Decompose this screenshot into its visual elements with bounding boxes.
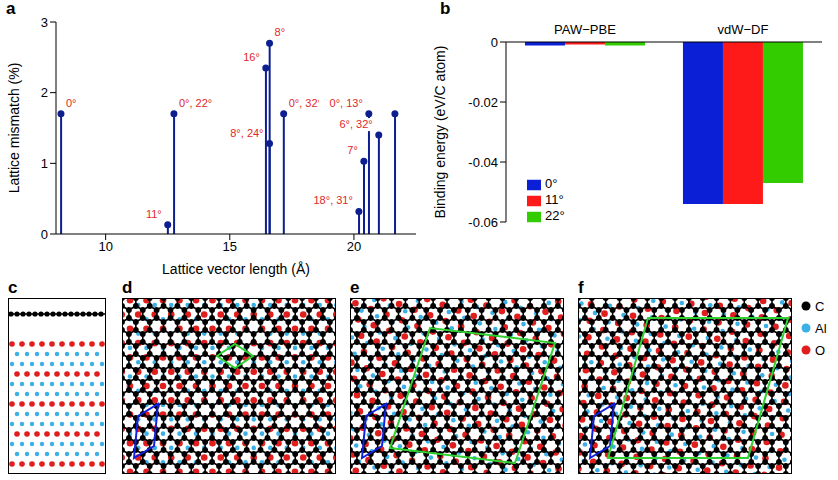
svg-text:Binding energy (eV/C atom): Binding energy (eV/C atom) xyxy=(432,46,448,219)
svg-text:Lattice mismatch (%): Lattice mismatch (%) xyxy=(6,63,22,194)
html-text:22°: 22° xyxy=(545,208,565,223)
svg-text:0°, 13°: 0°, 13° xyxy=(330,97,363,109)
html-text:Al: Al xyxy=(815,320,827,336)
svg-text:6°, 32°: 6°, 32° xyxy=(339,118,372,130)
html-text:O: O xyxy=(815,342,826,358)
html-text:a: a xyxy=(6,0,16,18)
svg-text:vdW−DF: vdW−DF xyxy=(718,22,769,37)
svg-text:3: 3 xyxy=(41,15,48,30)
svg-text:8°, 24°: 8°, 24° xyxy=(230,127,263,139)
html-text:0°: 0° xyxy=(545,176,558,191)
svg-text:1: 1 xyxy=(41,156,48,171)
svg-text:-0.02: -0.02 xyxy=(468,95,498,110)
svg-text:15: 15 xyxy=(223,239,237,254)
svg-text:0: 0 xyxy=(491,35,498,50)
html-text:C: C xyxy=(815,298,825,314)
svg-text:8°: 8° xyxy=(275,26,286,38)
svg-text:16°: 16° xyxy=(243,51,260,63)
svg-text:0°, 32°: 0°, 32° xyxy=(289,97,322,109)
svg-text:7°: 7° xyxy=(347,144,358,156)
svg-text:-0.06: -0.06 xyxy=(468,215,498,230)
html-text:e: e xyxy=(350,278,360,297)
svg-text:0°, 22°: 0°, 22° xyxy=(179,97,212,109)
svg-text:Lattice vector length (Å): Lattice vector length (Å) xyxy=(162,261,310,277)
svg-text:0: 0 xyxy=(41,227,48,242)
svg-text:20: 20 xyxy=(347,239,361,254)
svg-text:10: 10 xyxy=(98,239,112,254)
html-text:d: d xyxy=(122,278,133,297)
svg-text:2: 2 xyxy=(41,85,48,100)
html-text:11°: 11° xyxy=(545,192,564,207)
svg-text:PAW−PBE: PAW−PBE xyxy=(554,22,616,37)
svg-text:11°: 11° xyxy=(146,208,162,220)
html-text:b: b xyxy=(440,0,451,18)
svg-text:-0.04: -0.04 xyxy=(468,155,498,170)
svg-text:0°: 0° xyxy=(66,97,77,109)
html-text:f: f xyxy=(578,278,584,297)
svg-text:18°, 31°: 18°, 31° xyxy=(314,194,353,206)
html-text:c: c xyxy=(8,278,18,297)
